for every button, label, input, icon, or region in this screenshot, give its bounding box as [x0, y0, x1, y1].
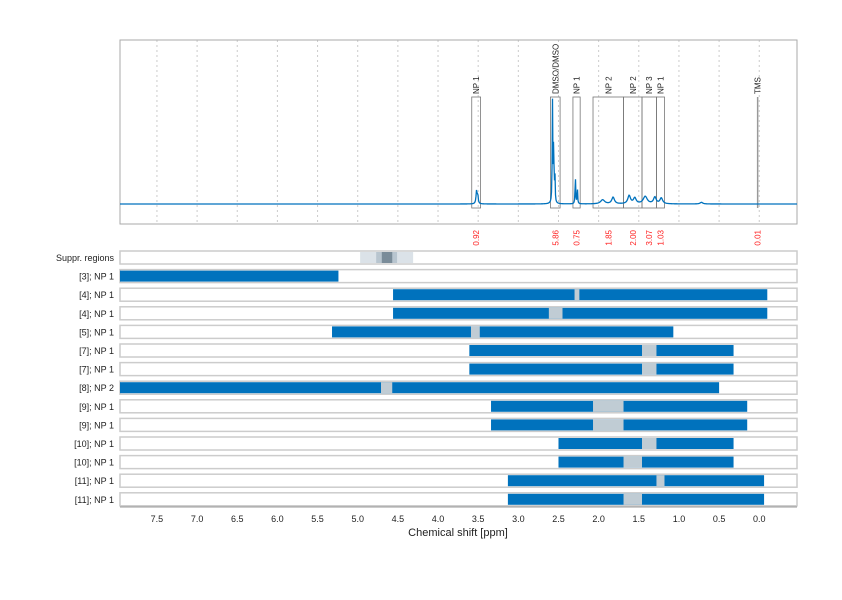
- row-label: [3]; NP 1: [79, 272, 114, 282]
- integral-value: 5.86: [551, 229, 560, 245]
- row-label: [11]; NP 1: [75, 476, 114, 486]
- x-tick-label: 2.0: [592, 514, 605, 524]
- region-bar: [469, 345, 734, 356]
- x-tick-label: 5.0: [351, 514, 364, 524]
- row-track: [119, 250, 798, 265]
- region-gap: [548, 307, 563, 319]
- integral-value: 3.07: [645, 229, 654, 245]
- x-tick-label: 6.5: [231, 514, 244, 524]
- integral-value: 0.01: [754, 229, 763, 245]
- region-bar: [393, 289, 768, 301]
- x-tick-label: 7.0: [191, 514, 204, 524]
- row-label: [9]; NP 1: [79, 402, 114, 412]
- assignment-box: [592, 96, 624, 209]
- region-gap: [623, 493, 643, 505]
- row-label: [10]; NP 1: [74, 439, 114, 449]
- row-label: Suppr. regions: [56, 253, 115, 263]
- row-label: [11]; NP 1: [75, 495, 114, 505]
- region-bar: [507, 475, 765, 487]
- integral-value: 1.03: [656, 229, 665, 245]
- x-tick-label: 4.0: [432, 514, 445, 524]
- row-label: [8]; NP 2: [79, 383, 114, 393]
- region-bar: [120, 382, 720, 394]
- assignment-label: NP 2: [629, 76, 638, 94]
- integral-value: 1.85: [604, 229, 613, 245]
- integral-value: 2.00: [629, 229, 638, 245]
- region-bar: [469, 363, 734, 375]
- integral-value: 0.75: [573, 229, 582, 245]
- x-tick-label: 3.5: [472, 514, 485, 524]
- x-tick-label: 3.0: [512, 514, 525, 524]
- assignment-box: [550, 96, 561, 209]
- row-label: [10]; NP 1: [74, 458, 114, 468]
- assignment-label: TMS: [754, 77, 763, 94]
- row-label: [4]; NP 1: [79, 290, 114, 300]
- x-axis-label: Chemical shift [ppm]: [408, 527, 508, 539]
- assignment-box: [572, 96, 581, 209]
- x-tick-label: 0.5: [713, 514, 726, 524]
- x-tick-label: 2.5: [552, 514, 565, 524]
- row-label: [4]; NP 1: [79, 309, 114, 319]
- assignment-box: [471, 96, 481, 209]
- region-gap: [623, 456, 643, 468]
- x-tick-label: 0.0: [753, 514, 766, 524]
- region-gap: [574, 289, 580, 301]
- x-tick-label: 5.5: [311, 514, 324, 524]
- region-gap: [381, 382, 393, 394]
- assignment-box: [656, 96, 665, 209]
- region-gap: [593, 400, 624, 412]
- assignment-label: NP 3: [645, 76, 654, 94]
- region-gap: [656, 475, 665, 487]
- region-gap: [593, 419, 624, 431]
- assignment-box: [641, 96, 657, 209]
- x-tick-label: 7.5: [151, 514, 164, 524]
- region-bar: [332, 326, 674, 338]
- x-tick-label: 6.0: [271, 514, 284, 524]
- spectrum-line: [120, 98, 797, 205]
- assignment-label: NP 1: [656, 76, 665, 94]
- region-gap: [470, 326, 480, 338]
- region-bar: [558, 456, 734, 468]
- row-label: [7]; NP 1: [79, 346, 114, 356]
- assignment-label: DMSO/DMSO: [551, 44, 560, 94]
- x-tick-label: 1.0: [673, 514, 686, 524]
- assignment-label: NP 2: [604, 76, 613, 94]
- spectrum-frame: [119, 39, 798, 225]
- region-gap: [642, 345, 657, 356]
- assignment-label: NP 1: [573, 76, 582, 94]
- suppressed-band: [381, 252, 393, 263]
- region-bar: [120, 270, 339, 282]
- x-tick-label: 4.5: [392, 514, 405, 524]
- row-label: [7]; NP 1: [79, 365, 114, 375]
- x-tick-label: 1.5: [633, 514, 646, 524]
- region-bar: [393, 307, 768, 319]
- assignment-label: NP 1: [472, 76, 481, 94]
- region-gap: [642, 438, 657, 449]
- integral-value: 0.92: [472, 229, 481, 245]
- row-label: [9]; NP 1: [79, 420, 114, 430]
- row-label: [5]; NP 1: [79, 327, 114, 337]
- region-gap: [642, 363, 657, 375]
